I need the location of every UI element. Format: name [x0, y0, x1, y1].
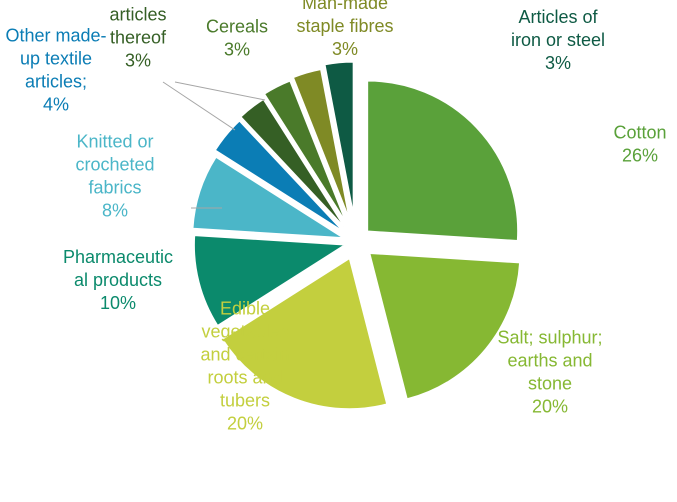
data-label-line: al products [74, 270, 162, 290]
data-label-line: 26% [622, 146, 658, 166]
data-label-line: earths and [507, 351, 592, 371]
pie-slice [324, 61, 354, 213]
data-label-line: 3% [545, 53, 571, 73]
data-label-line: 3% [224, 40, 250, 60]
data-label-line: Other made- [5, 26, 106, 46]
data-label-line: Man-made [302, 0, 388, 13]
data-label: Articles of iron or steel 3% [511, 7, 605, 73]
data-label-line: fabrics [88, 178, 141, 198]
data-label-line: 4% [43, 95, 69, 115]
data-label-line: thereof [110, 28, 167, 48]
data-label-line: Salt; sulphur; [497, 328, 602, 348]
leader-line [162, 81, 236, 131]
data-label-line: articles [109, 5, 166, 25]
data-label: Other made-up textile articles; 4% [5, 26, 106, 115]
data-label: Salt; sulphur; earths and stone 20% [497, 328, 602, 417]
data-label-line: 20% [227, 414, 263, 434]
data-label-line: Edible [220, 299, 270, 319]
data-label-line: staple fibres [296, 16, 393, 36]
pie-slice [193, 235, 346, 327]
data-label-line: crocheted [75, 155, 154, 175]
pie-slice [367, 80, 519, 241]
data-label-line: 3% [332, 39, 358, 59]
data-label-line: tubers [220, 391, 270, 411]
data-label: Cotton 26% [613, 123, 666, 166]
pie-slice [292, 69, 350, 218]
leader-line [174, 81, 266, 101]
pie-slice [369, 252, 521, 400]
data-label-line: Pharmaceutic [63, 247, 173, 267]
data-label-line: up textile [20, 49, 92, 69]
data-label-line: stone [528, 374, 572, 394]
data-label-line: 8% [102, 201, 128, 221]
data-label-line: Plastics and [89, 0, 186, 2]
data-label-line: iron or steel [511, 30, 605, 50]
data-label-line: articles; [25, 72, 87, 92]
data-label-line: 20% [532, 397, 568, 417]
data-label: Edible vegetables and certain roots and tube… [200, 299, 289, 434]
pie-slice [264, 80, 346, 221]
pie-slice [214, 120, 343, 231]
pie-slice [222, 257, 388, 410]
data-label-line: and certain [200, 345, 289, 365]
data-label-line: 3% [125, 51, 151, 71]
data-label: Plastics and articles thereof 3% [89, 0, 186, 71]
data-label: Pharmaceutic al products 10% [63, 247, 173, 313]
data-label-line: 10% [100, 293, 136, 313]
data-label-line: vegetables [201, 322, 288, 342]
data-label-line: Cotton [613, 123, 666, 143]
data-label-line: Knitted or [76, 132, 153, 152]
pie-slice [192, 156, 343, 239]
data-label-line: Articles of [518, 7, 598, 27]
data-label-line: Cereals [206, 17, 268, 37]
data-label: Man-made staple fibres 3% [296, 0, 393, 59]
data-label: Cereals 3% [206, 17, 268, 60]
data-label-line: roots and [207, 368, 282, 388]
data-label: Knitted or crocheted fabrics 8% [75, 132, 154, 221]
